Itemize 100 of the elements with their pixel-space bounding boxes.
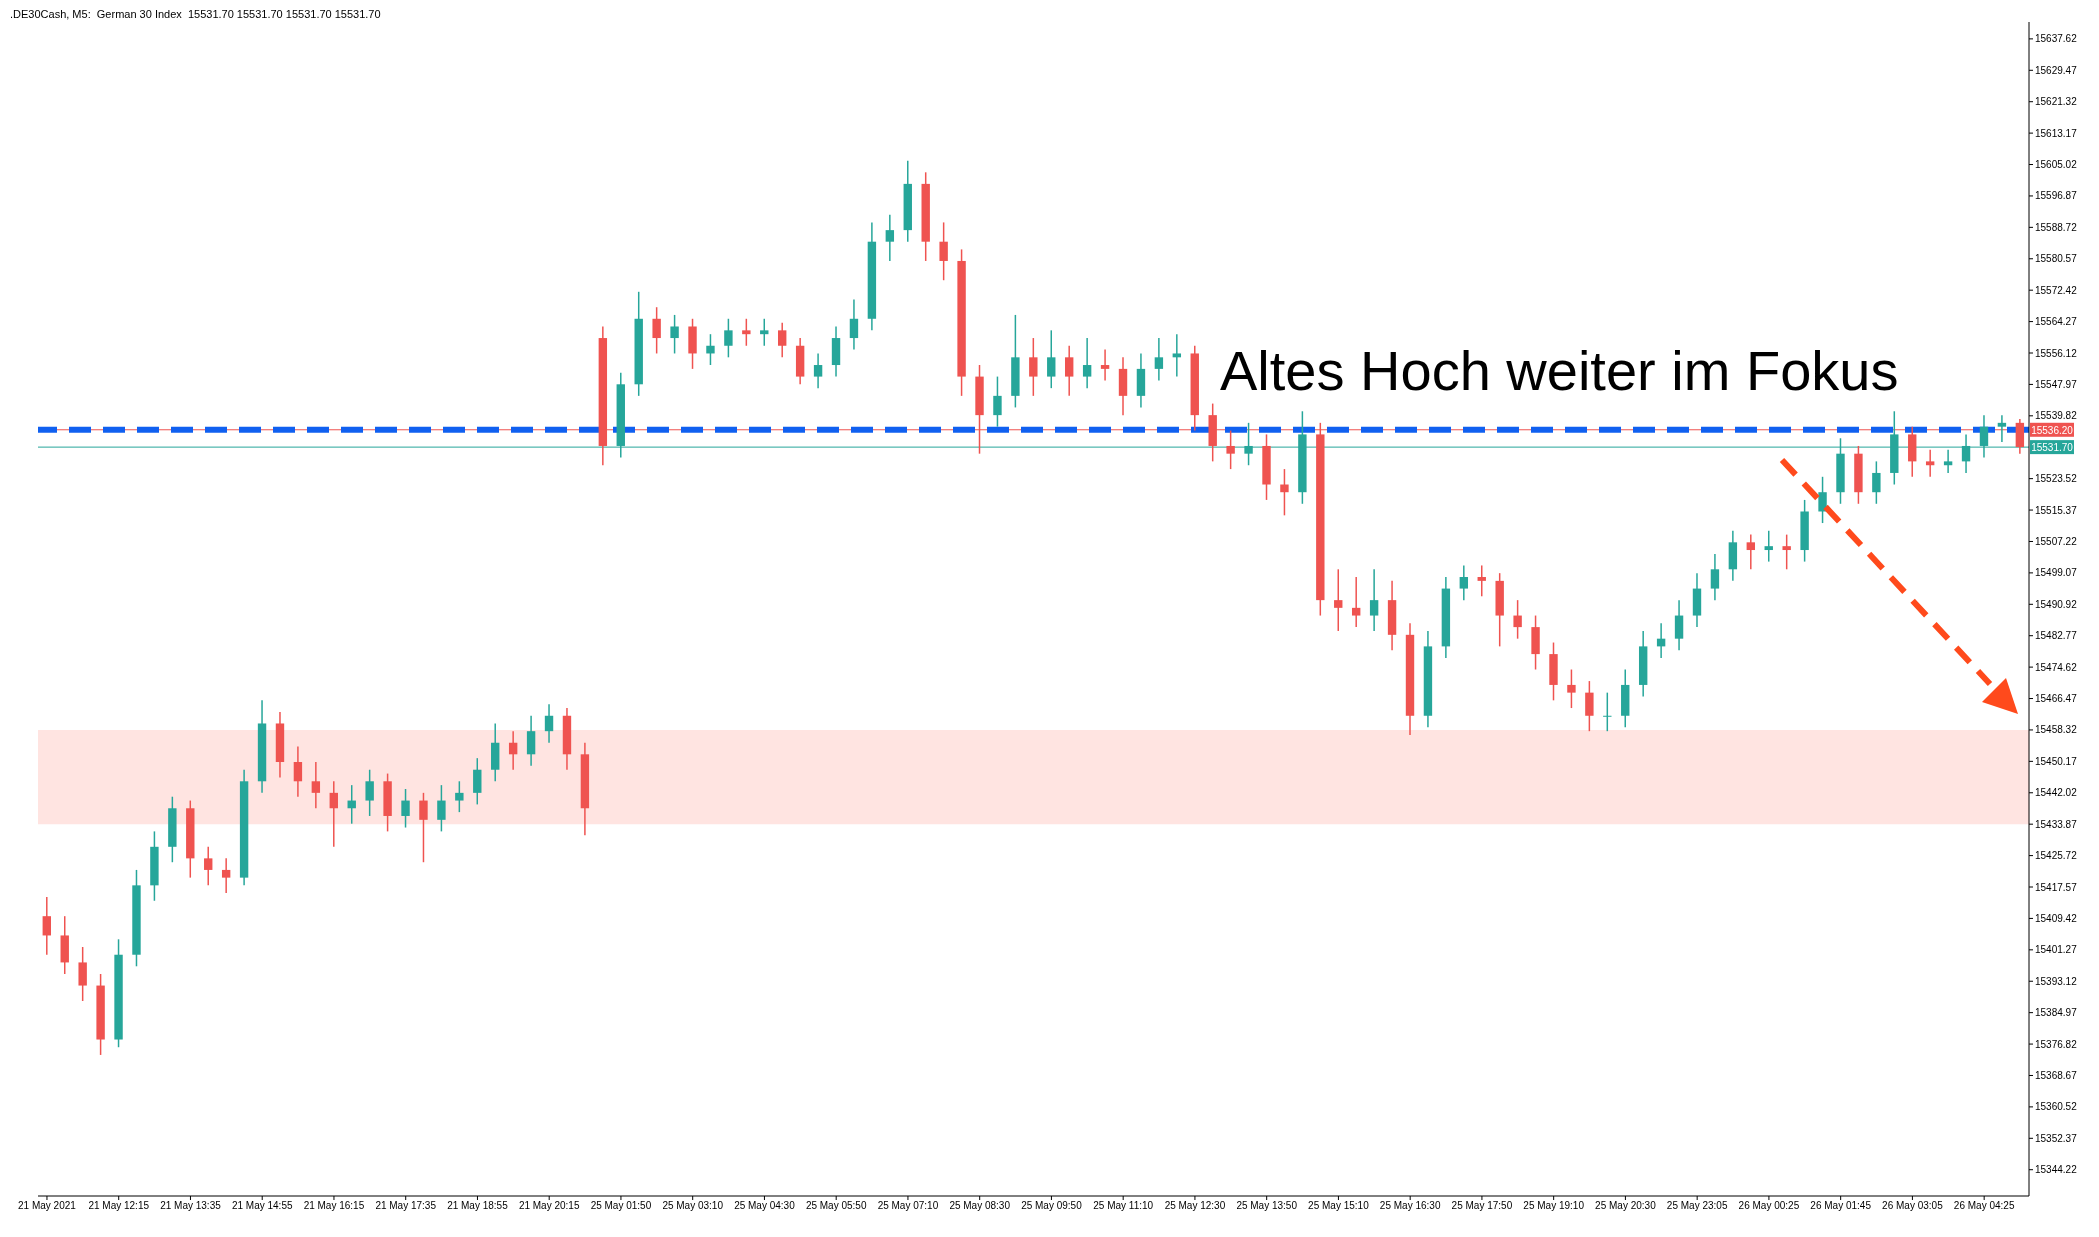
candlestick bbox=[221, 857, 231, 894]
ref-line-label: 15531.70 bbox=[2031, 442, 2074, 454]
candlestick bbox=[1029, 337, 1038, 397]
candlestick bbox=[1513, 599, 1522, 640]
candlestick bbox=[1674, 599, 1684, 651]
y-tick-label: 15442.02 bbox=[2035, 787, 2078, 799]
x-tick-label: 21 May 12:15 bbox=[88, 1200, 150, 1212]
candlestick bbox=[1280, 468, 1289, 517]
candlestick bbox=[419, 792, 428, 863]
x-tick-label: 26 May 00:25 bbox=[1738, 1200, 1800, 1212]
chart-title: .DE30Cash, M5: German 30 Index 15531.70 15531.70 15531.70 15531.70 bbox=[10, 8, 381, 20]
candlestick bbox=[778, 321, 787, 359]
candlestick bbox=[1100, 348, 1110, 382]
candlestick bbox=[1710, 553, 1720, 601]
candlestick bbox=[401, 788, 410, 829]
candlestick bbox=[1997, 414, 2007, 443]
y-tick-label: 15564.27 bbox=[2035, 316, 2078, 328]
x-tick-label: 26 May 01:45 bbox=[1810, 1200, 1872, 1212]
candlestick bbox=[1585, 680, 1594, 732]
x-tick-label: 21 May 14:55 bbox=[231, 1200, 293, 1212]
candlestick bbox=[1764, 530, 1773, 563]
x-tick-label: 21 May 16:15 bbox=[303, 1200, 365, 1212]
candlestick bbox=[1226, 429, 1235, 470]
candlestick bbox=[329, 780, 338, 848]
x-tick-label: 25 May 09:50 bbox=[1021, 1200, 1083, 1212]
y-tick-label: 15344.22 bbox=[2035, 1164, 2078, 1176]
y-tick-label: 15507.22 bbox=[2035, 536, 2078, 548]
candlestick bbox=[311, 761, 321, 810]
candlestick bbox=[1172, 333, 1182, 378]
x-tick-label: 25 May 17:50 bbox=[1451, 1200, 1513, 1212]
x-tick-label: 25 May 15:10 bbox=[1308, 1200, 1370, 1212]
y-tick-label: 15499.07 bbox=[2035, 567, 2078, 579]
candlestick bbox=[437, 784, 446, 833]
y-tick-label: 15425.72 bbox=[2035, 850, 2078, 862]
candlestick bbox=[1872, 460, 1881, 505]
y-tick-label: 15393.12 bbox=[2035, 975, 2078, 987]
y-tick-label: 15580.57 bbox=[2035, 253, 2078, 265]
y-tick-label: 15605.02 bbox=[2035, 159, 2078, 171]
candlestick bbox=[885, 213, 895, 262]
candlestick bbox=[849, 298, 859, 351]
y-tick-label: 15368.67 bbox=[2035, 1070, 2078, 1082]
x-tick-label: 25 May 19:10 bbox=[1523, 1200, 1585, 1212]
ref-line-label: 15536.20 bbox=[2031, 424, 2074, 436]
candlestick bbox=[670, 314, 679, 355]
candlestick bbox=[508, 730, 518, 771]
y-tick-label: 15474.62 bbox=[2035, 661, 2078, 673]
y-tick-label: 15539.82 bbox=[2035, 410, 2078, 422]
candlestick bbox=[78, 946, 87, 1002]
candlestick bbox=[1065, 345, 1074, 397]
candlestick bbox=[993, 375, 1002, 428]
candlestick bbox=[1818, 476, 1827, 524]
y-tick-label: 15417.57 bbox=[2035, 881, 2078, 893]
x-tick-label: 25 May 11:10 bbox=[1093, 1200, 1154, 1212]
candlestick bbox=[1567, 668, 1576, 709]
x-tick-label: 21 May 20:15 bbox=[518, 1200, 580, 1212]
y-tick-label: 15360.52 bbox=[2035, 1101, 2078, 1113]
candlestick bbox=[1459, 564, 1469, 601]
y-tick-label: 15637.62 bbox=[2035, 33, 2078, 45]
y-tick-label: 15613.17 bbox=[2035, 127, 2078, 139]
y-tick-label: 15588.72 bbox=[2035, 221, 2078, 233]
candlestick bbox=[365, 768, 374, 817]
candlestick bbox=[652, 306, 661, 355]
candlestick bbox=[204, 846, 213, 887]
x-tick-label: 21 May 17:35 bbox=[375, 1200, 437, 1212]
y-tick-label: 15466.47 bbox=[2035, 693, 2078, 705]
candlestick bbox=[1351, 576, 1361, 628]
candlestick bbox=[526, 715, 536, 767]
y-tick-label: 15629.47 bbox=[2035, 64, 2078, 76]
x-tick-label: 25 May 20:30 bbox=[1595, 1200, 1657, 1212]
x-tick-label: 21 May 2021 bbox=[18, 1200, 77, 1212]
candlestick bbox=[706, 333, 715, 366]
x-tick-label: 25 May 01:50 bbox=[590, 1200, 652, 1212]
x-tick-label: 25 May 04:30 bbox=[734, 1200, 796, 1212]
y-tick-label: 15515.37 bbox=[2035, 504, 2078, 516]
candlestick bbox=[293, 745, 303, 798]
x-tick-label: 26 May 03:05 bbox=[1882, 1200, 1944, 1212]
y-tick-label: 15523.52 bbox=[2035, 473, 2078, 485]
candlestick bbox=[939, 221, 948, 281]
x-tick-label: 25 May 12:30 bbox=[1164, 1200, 1226, 1212]
x-tick-label: 25 May 05:50 bbox=[805, 1200, 867, 1212]
y-tick-label: 15433.87 bbox=[2035, 818, 2078, 830]
x-tick-label: 26 May 04:25 bbox=[1953, 1200, 2015, 1212]
candlestick bbox=[1746, 533, 1755, 571]
y-tick-label: 15556.12 bbox=[2035, 347, 2078, 359]
y-tick-label: 15572.42 bbox=[2035, 284, 2078, 296]
candlestick bbox=[1925, 449, 1935, 478]
x-tick-label: 21 May 13:35 bbox=[160, 1200, 222, 1212]
candlestick bbox=[1047, 329, 1056, 389]
candlestick bbox=[1603, 691, 1612, 732]
candlestick bbox=[760, 318, 769, 347]
candlestick bbox=[544, 703, 554, 744]
x-tick-label: 25 May 13:50 bbox=[1236, 1200, 1298, 1212]
y-tick-label: 15376.82 bbox=[2035, 1038, 2078, 1050]
y-tick-label: 15384.97 bbox=[2035, 1007, 2078, 1019]
y-tick-label: 15450.17 bbox=[2035, 755, 2078, 767]
x-tick-label: 25 May 08:30 bbox=[949, 1200, 1011, 1212]
x-tick-label: 21 May 18:55 bbox=[447, 1200, 509, 1212]
candlestick bbox=[473, 757, 482, 806]
y-tick-label: 15621.32 bbox=[2035, 96, 2078, 108]
y-tick-label: 15596.87 bbox=[2035, 190, 2078, 202]
